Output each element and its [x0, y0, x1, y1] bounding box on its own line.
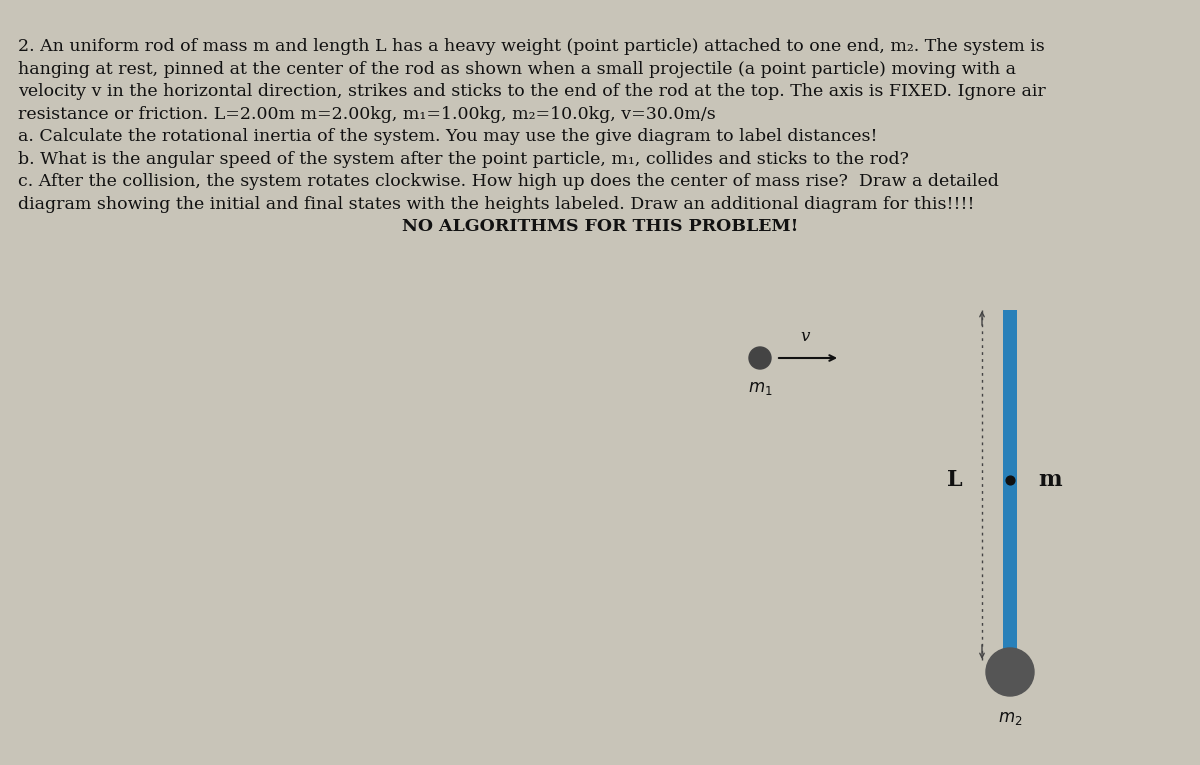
Text: v: v: [800, 328, 810, 345]
Text: hanging at rest, pinned at the center of the rod as shown when a small projectil: hanging at rest, pinned at the center of…: [18, 60, 1016, 77]
Text: m: m: [1038, 469, 1062, 491]
Text: diagram showing the initial and final states with the heights labeled. Draw an a: diagram showing the initial and final st…: [18, 196, 974, 213]
Text: $m_2$: $m_2$: [997, 710, 1022, 727]
Point: [1001, 474, 1020, 486]
Text: 2. An uniform rod of mass m and length L has a heavy weight (point particle) att: 2. An uniform rod of mass m and length L…: [18, 38, 1045, 55]
Text: NO ALGORITHMS FOR THIS PROBLEM!: NO ALGORITHMS FOR THIS PROBLEM!: [402, 218, 798, 235]
Text: c. After the collision, the system rotates clockwise. How high up does the cente: c. After the collision, the system rotat…: [18, 173, 998, 190]
Text: L: L: [947, 469, 962, 491]
Text: resistance or friction. L=2.00m m=2.00kg, m₁=1.00kg, m₂=10.0kg, v=30.0m/s: resistance or friction. L=2.00m m=2.00kg…: [18, 106, 715, 122]
Bar: [1003, 310, 1018, 660]
Circle shape: [749, 347, 772, 369]
Circle shape: [986, 648, 1034, 696]
Text: velocity v in the horizontal direction, strikes and sticks to the end of the rod: velocity v in the horizontal direction, …: [18, 83, 1045, 100]
Text: b. What is the angular speed of the system after the point particle, m₁, collide: b. What is the angular speed of the syst…: [18, 151, 908, 168]
Text: a. Calculate the rotational inertia of the system. You may use the give diagram : a. Calculate the rotational inertia of t…: [18, 128, 877, 145]
Text: $m_1$: $m_1$: [748, 380, 773, 397]
